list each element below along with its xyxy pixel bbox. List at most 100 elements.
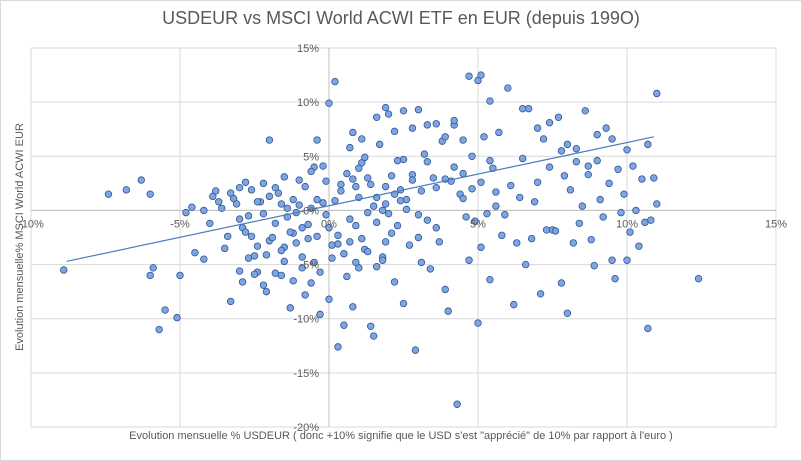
data-point (477, 71, 485, 79)
data-point (325, 224, 333, 232)
data-point (468, 185, 476, 193)
data-point (218, 204, 226, 212)
data-point (519, 104, 527, 113)
data-point (584, 170, 592, 179)
data-point (277, 246, 286, 255)
data-point (387, 172, 396, 180)
data-point (441, 133, 449, 141)
data-point (590, 261, 598, 270)
data-point (408, 176, 417, 184)
data-point (417, 187, 426, 195)
data-point (253, 242, 262, 250)
data-point (223, 232, 232, 241)
data-point (486, 276, 494, 284)
data-point (387, 229, 396, 237)
data-point (432, 224, 440, 232)
data-point (477, 243, 485, 251)
data-point (361, 153, 369, 162)
data-point (265, 136, 274, 144)
data-point (265, 192, 274, 201)
data-point (572, 157, 581, 166)
data-point (334, 240, 342, 248)
data-point (635, 242, 643, 250)
data-point (653, 200, 661, 208)
data-point (465, 256, 473, 264)
data-point (581, 107, 589, 115)
data-point (617, 208, 625, 217)
data-point (250, 270, 259, 279)
data-point (465, 72, 473, 80)
data-point (226, 189, 235, 197)
data-point (495, 128, 503, 137)
data-point (191, 248, 199, 257)
data-point (235, 267, 244, 275)
data-point (486, 97, 494, 105)
data-point (286, 304, 294, 312)
data-point (620, 190, 628, 198)
data-point (262, 251, 271, 259)
data-point (271, 269, 280, 277)
data-point (271, 183, 280, 192)
data-point (340, 250, 348, 258)
data-point (370, 202, 378, 210)
data-point (235, 215, 244, 223)
data-point (521, 260, 530, 269)
data-point (530, 198, 539, 206)
data-point (441, 285, 449, 294)
data-point (319, 199, 327, 207)
data-point (611, 274, 619, 283)
data-point (372, 263, 381, 271)
data-point (408, 124, 417, 132)
data-point (298, 253, 306, 261)
data-point (417, 258, 426, 267)
data-point (349, 128, 357, 137)
data-point (349, 303, 357, 311)
data-point (176, 271, 184, 280)
data-point (694, 274, 703, 283)
data-point (372, 113, 381, 122)
data-point (280, 257, 288, 266)
data-point (161, 306, 169, 314)
data-point (560, 172, 569, 180)
data-point (477, 178, 485, 186)
data-point (298, 224, 306, 232)
data-point (554, 113, 563, 122)
data-point (226, 297, 235, 306)
data-point (346, 215, 354, 223)
data-point (364, 174, 372, 182)
data-point (313, 136, 321, 144)
y-tick-label: 15% (297, 43, 319, 55)
data-point (459, 194, 467, 203)
data-point (313, 232, 321, 241)
data-point (545, 163, 554, 171)
data-point (322, 211, 330, 219)
data-point (557, 147, 566, 155)
data-point (286, 228, 294, 236)
data-point (539, 135, 548, 143)
data-point (384, 110, 393, 118)
data-point (146, 271, 154, 280)
data-point (104, 190, 113, 198)
data-point (462, 213, 470, 221)
data-point (358, 234, 366, 243)
data-point (545, 119, 554, 127)
data-point (188, 203, 196, 211)
data-point (563, 140, 572, 149)
data-point (557, 279, 566, 287)
data-point (232, 200, 241, 208)
data-point (271, 219, 280, 228)
data-point (578, 202, 586, 210)
x-tick-label: 15% (765, 218, 787, 230)
data-point (352, 221, 360, 230)
data-point (206, 219, 214, 228)
data-point (328, 241, 336, 249)
data-point (122, 186, 131, 194)
data-point (572, 145, 581, 153)
data-point (450, 163, 458, 171)
data-point (343, 272, 351, 281)
data-point (137, 176, 145, 184)
data-point (375, 140, 384, 149)
data-point (492, 188, 500, 196)
data-point (501, 211, 509, 219)
x-tick-label: 5% (470, 218, 486, 230)
